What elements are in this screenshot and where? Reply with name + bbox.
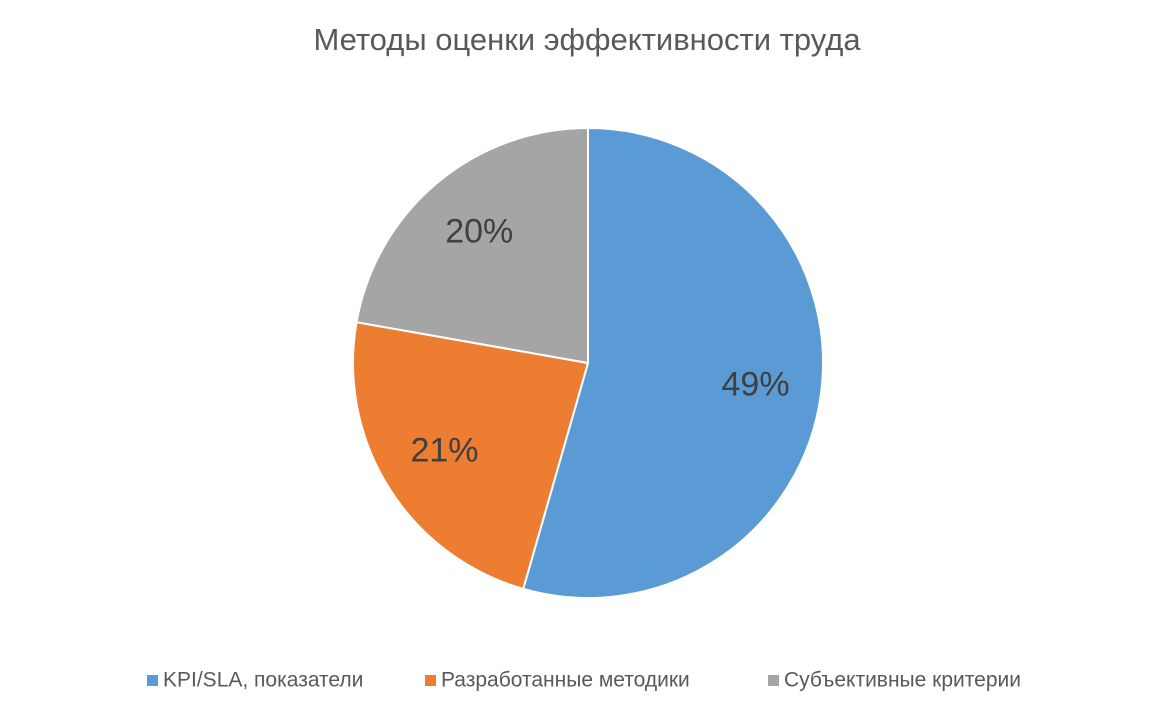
data-label: 20% — [445, 212, 513, 250]
data-label: 21% — [410, 432, 478, 470]
legend-swatch — [768, 675, 779, 686]
pie-slice — [355, 126, 589, 365]
legend-swatch — [425, 675, 436, 686]
legend-label: KPI/SLA, показатели — [163, 669, 363, 692]
chart-title: Методы оценки эффективности труда — [313, 22, 861, 57]
pie-slice — [521, 126, 824, 599]
legend-swatch — [147, 675, 158, 686]
pie-slice — [352, 321, 590, 591]
data-label: 49% — [722, 366, 790, 404]
legend-label: Разработанные методики — [441, 669, 690, 692]
legend-label: Субъективные критерии — [784, 669, 1021, 692]
